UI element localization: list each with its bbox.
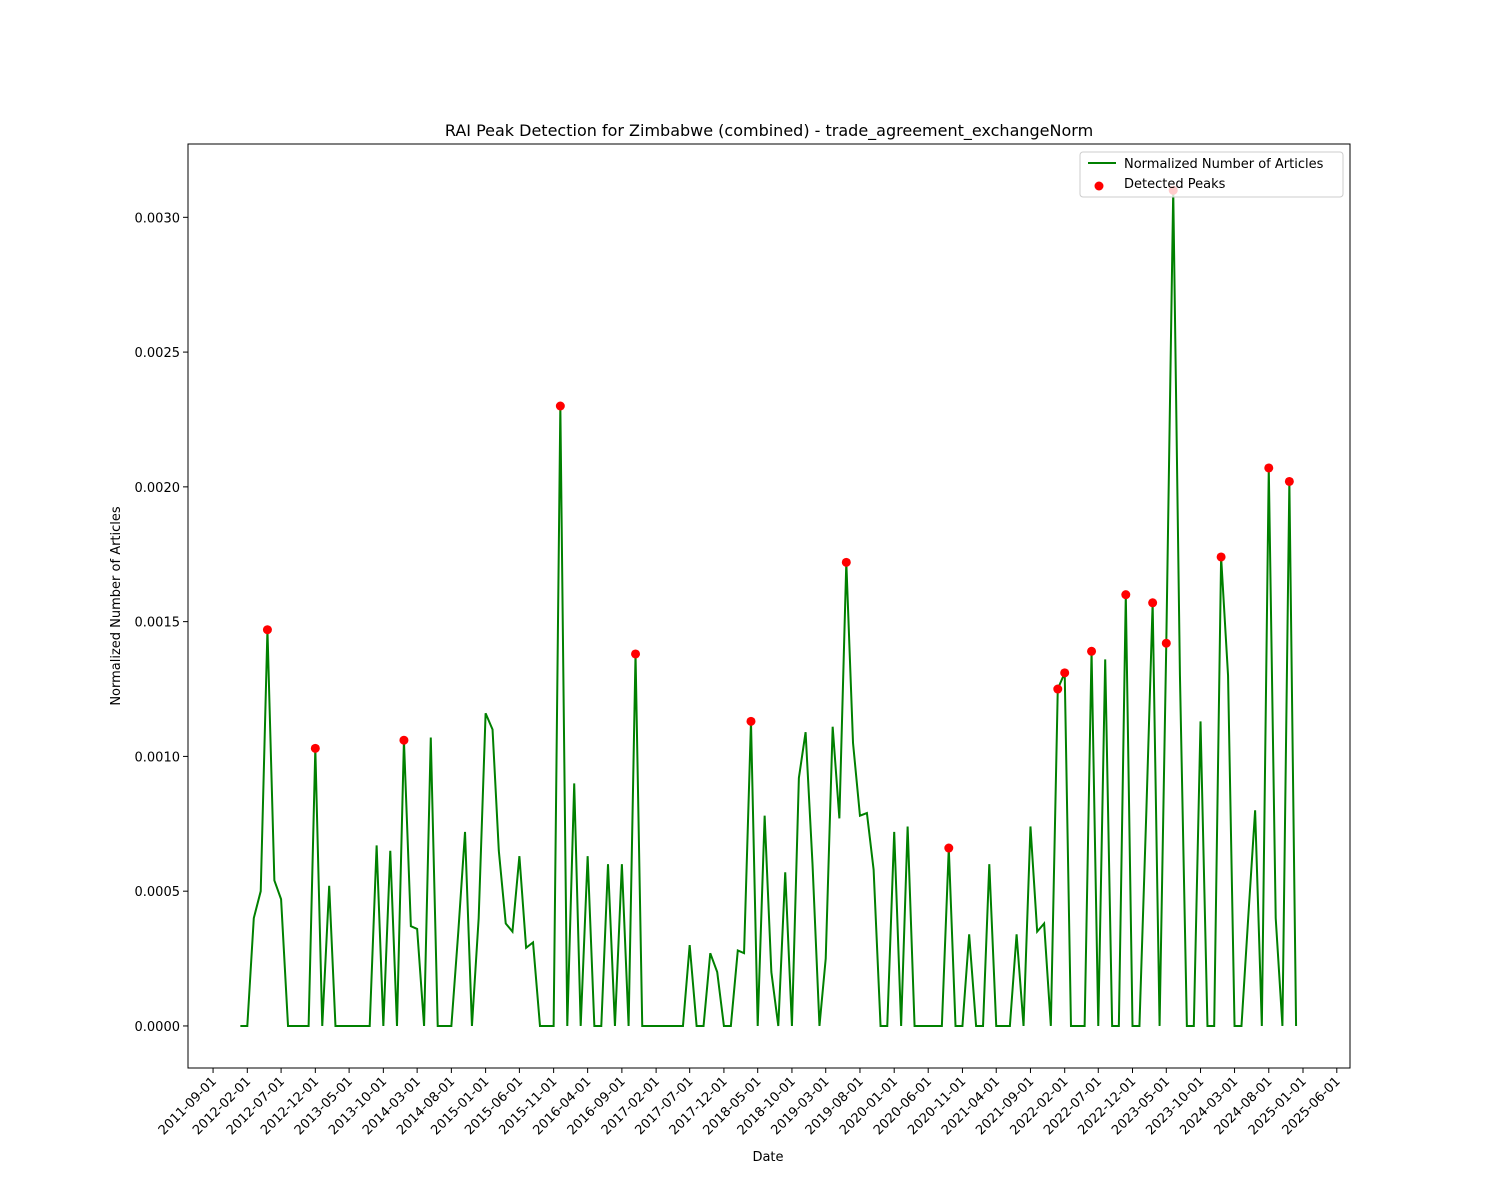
peak-marker <box>310 743 320 753</box>
peak-marker <box>1284 476 1294 486</box>
x-axis-label: Date <box>752 1150 783 1165</box>
y-tick-label: 0.0025 <box>135 346 181 361</box>
legend-marker <box>1094 181 1104 191</box>
y-tick-label: 0.0010 <box>135 750 181 765</box>
y-tick-label: 0.0005 <box>135 885 181 900</box>
peak-marker <box>555 401 565 411</box>
peak-marker <box>746 716 756 726</box>
peak-marker <box>1053 684 1063 694</box>
peak-marker <box>1216 552 1226 562</box>
peak-marker <box>1060 668 1070 678</box>
peak-marker <box>1148 598 1158 608</box>
peak-marker <box>399 735 409 745</box>
y-tick-label: 0.0000 <box>135 1020 181 1035</box>
peak-marker <box>1121 590 1131 600</box>
legend-box <box>1079 151 1344 198</box>
peak-marker <box>841 557 851 567</box>
y-tick-label: 0.0015 <box>135 616 181 631</box>
y-tick-label: 0.0030 <box>135 211 181 226</box>
data-line <box>240 190 1298 1027</box>
peak-marker <box>631 649 641 659</box>
y-axis-label: Normalized Number of Articles <box>109 506 124 706</box>
peak-marker <box>944 843 954 853</box>
plot-frame <box>187 143 1351 1069</box>
peak-marker <box>1264 463 1274 473</box>
peak-marker <box>1087 646 1097 656</box>
peak-marker <box>1161 638 1171 648</box>
chart-title: RAI Peak Detection for Zimbabwe (combine… <box>445 121 1093 141</box>
y-tick-label: 0.0020 <box>135 481 181 496</box>
legend-label: Normalized Number of Articles <box>1124 157 1324 172</box>
legend-label: Detected Peaks <box>1124 177 1226 192</box>
peak-marker <box>262 625 272 635</box>
